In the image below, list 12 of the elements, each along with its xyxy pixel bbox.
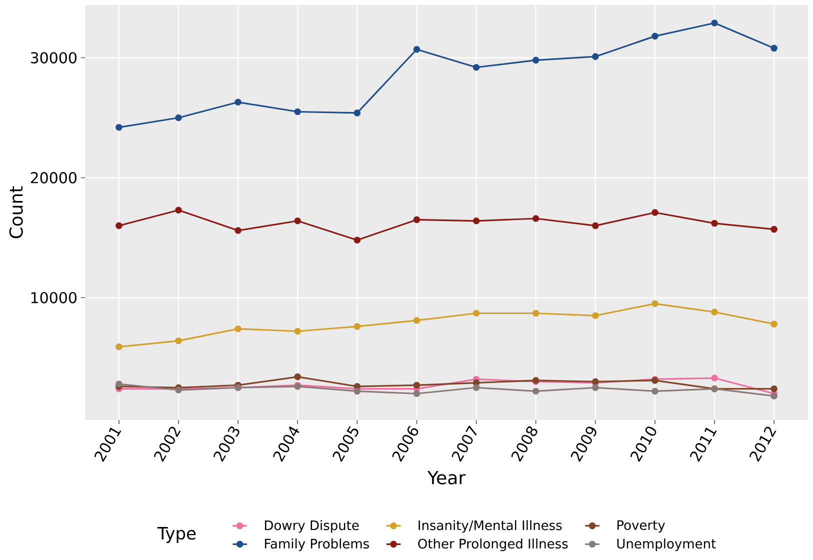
legend-label: Other Prolonged Illness (418, 538, 568, 552)
legend-label: Insanity/Mental Illness (418, 520, 562, 533)
legend-label: Poverty (617, 520, 665, 532)
x-axis-title: Year (427, 471, 466, 484)
legend-label: Unemployment (617, 538, 716, 552)
y-tick-label: 20000 (30, 172, 76, 184)
legend-label: Dowry Dispute (264, 520, 359, 533)
y-tick-label: 10000 (31, 292, 76, 304)
legend-title: Type (157, 527, 196, 543)
y-tick-label: 30000 (30, 52, 76, 64)
y-axis-title: Count (9, 186, 23, 238)
legend-label: Family Problems (264, 538, 369, 552)
